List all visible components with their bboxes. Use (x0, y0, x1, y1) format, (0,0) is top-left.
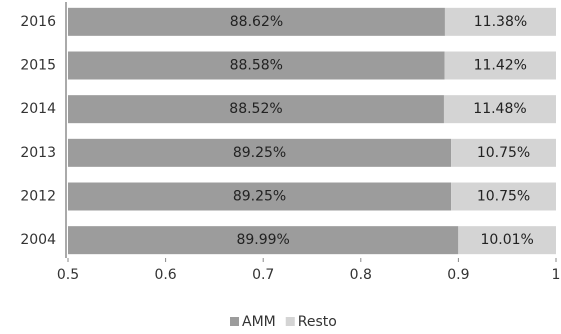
legend-label: AMM (242, 314, 276, 330)
bar-segment (68, 226, 459, 255)
x-tick-label: 0.7 (252, 267, 274, 283)
y-tick-label: 2014 (20, 101, 56, 117)
legend-marker (230, 317, 239, 326)
bar-segment (68, 138, 452, 167)
x-tick-label: 1 (552, 267, 561, 283)
x-tick-label: 0.5 (57, 267, 79, 283)
y-tick-label: 2012 (20, 189, 56, 205)
legend-label: Resto (298, 314, 337, 330)
data-label: 10.75% (477, 145, 530, 161)
data-label: 88.52% (229, 101, 282, 117)
data-label: 11.48% (473, 101, 526, 117)
bar-segment (68, 51, 445, 80)
data-label: 89.25% (233, 145, 286, 161)
y-tick-label: 2015 (20, 58, 56, 74)
y-tick-label: 2013 (20, 145, 56, 161)
data-label: 88.62% (230, 14, 283, 30)
data-label: 88.58% (230, 58, 283, 74)
bar-segment (444, 7, 556, 36)
data-label: 10.01% (480, 232, 533, 248)
x-tick-label: 0.9 (447, 267, 469, 283)
x-tick-label: 0.8 (350, 267, 372, 283)
bar-segment (451, 182, 556, 211)
data-label: 89.25% (233, 189, 286, 205)
data-label: 10.75% (477, 189, 530, 205)
bar-segment (458, 226, 556, 255)
bar-segment (451, 138, 556, 167)
bar-segment (68, 182, 452, 211)
data-label: 11.42% (474, 58, 527, 74)
y-tick-label: 2016 (20, 14, 56, 30)
bar-segment (443, 95, 556, 124)
bar-segment (68, 95, 444, 124)
data-label: 11.38% (474, 14, 527, 30)
bar-segment (444, 51, 556, 80)
y-tick-label: 2004 (20, 232, 56, 248)
data-label: 89.99% (236, 232, 289, 248)
bar-segment (68, 7, 445, 36)
legend-marker (285, 317, 295, 326)
x-tick-label: 0.6 (154, 267, 176, 283)
